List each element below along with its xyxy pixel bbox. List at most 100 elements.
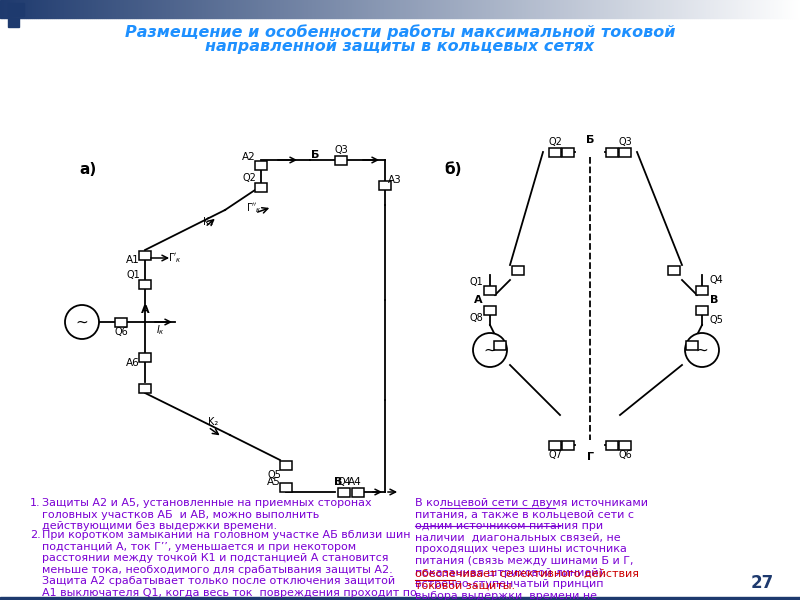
Text: Б: Б: [586, 135, 594, 145]
Bar: [255, 182, 267, 191]
Bar: [584, 0, 586, 18]
Bar: [368, 0, 370, 18]
Bar: [68, 0, 70, 18]
Bar: [554, 0, 556, 18]
Bar: [686, 0, 688, 18]
Bar: [22, 0, 24, 18]
Text: A6: A6: [126, 358, 140, 368]
Bar: [430, 0, 432, 18]
Bar: [400, 0, 402, 18]
Bar: [218, 0, 220, 18]
Bar: [228, 0, 230, 18]
Bar: [588, 0, 590, 18]
Bar: [379, 181, 391, 190]
Bar: [42, 0, 44, 18]
Bar: [374, 0, 376, 18]
Bar: [80, 0, 82, 18]
Bar: [244, 0, 246, 18]
Bar: [778, 0, 780, 18]
Bar: [550, 0, 552, 18]
Bar: [740, 0, 742, 18]
Bar: [664, 0, 666, 18]
Bar: [656, 0, 658, 18]
Bar: [610, 0, 612, 18]
Bar: [512, 0, 514, 18]
Bar: [206, 0, 208, 18]
Bar: [86, 0, 88, 18]
Bar: [704, 0, 706, 18]
Bar: [440, 0, 442, 18]
Bar: [402, 0, 404, 18]
Bar: [36, 0, 38, 18]
Bar: [608, 0, 610, 18]
Bar: [115, 317, 127, 326]
Bar: [598, 0, 600, 18]
Bar: [484, 305, 496, 314]
Bar: [549, 148, 561, 157]
Bar: [654, 0, 656, 18]
Bar: [782, 0, 784, 18]
Bar: [758, 0, 760, 18]
Bar: [360, 0, 362, 18]
Bar: [290, 0, 292, 18]
Bar: [208, 0, 210, 18]
Bar: [72, 0, 74, 18]
Bar: [335, 155, 347, 164]
Bar: [774, 0, 776, 18]
Bar: [338, 0, 340, 18]
Bar: [626, 0, 628, 18]
Bar: [255, 160, 267, 169]
Text: Q1: Q1: [469, 277, 483, 287]
Bar: [118, 0, 120, 18]
Bar: [212, 0, 214, 18]
Bar: [318, 0, 320, 18]
Bar: [730, 0, 732, 18]
Bar: [276, 0, 278, 18]
Bar: [500, 0, 502, 18]
Bar: [668, 0, 670, 18]
Bar: [130, 0, 132, 18]
Bar: [514, 0, 516, 18]
Bar: [52, 0, 54, 18]
Bar: [124, 0, 126, 18]
Bar: [619, 440, 631, 449]
Bar: [326, 0, 328, 18]
Bar: [442, 0, 444, 18]
Bar: [380, 0, 382, 18]
Bar: [139, 280, 151, 289]
Bar: [578, 0, 580, 18]
Bar: [572, 0, 574, 18]
Bar: [518, 0, 520, 18]
Bar: [744, 0, 746, 18]
Text: Размещение и особенности работы максимальной токовой: Размещение и особенности работы максимал…: [125, 24, 675, 40]
Bar: [232, 0, 234, 18]
Bar: [562, 440, 574, 449]
Bar: [56, 0, 58, 18]
Bar: [498, 0, 500, 18]
Bar: [154, 0, 156, 18]
Bar: [492, 0, 494, 18]
Bar: [568, 0, 570, 18]
Bar: [40, 0, 42, 18]
Bar: [690, 0, 692, 18]
Bar: [8, 18, 19, 27]
Bar: [364, 0, 366, 18]
Bar: [302, 0, 304, 18]
Bar: [410, 0, 412, 18]
Bar: [490, 0, 492, 18]
Text: Q4: Q4: [337, 477, 351, 487]
Bar: [106, 0, 108, 18]
Bar: [264, 0, 266, 18]
Bar: [92, 0, 94, 18]
Text: K₂: K₂: [208, 417, 218, 427]
Bar: [736, 0, 738, 18]
Bar: [606, 148, 618, 157]
Bar: [144, 0, 146, 18]
Bar: [590, 0, 592, 18]
Bar: [30, 0, 32, 18]
Bar: [696, 286, 708, 295]
Text: В кольцевой сети с двумя источниками
питания, а также в кольцевой сети с
одним и: В кольцевой сети с двумя источниками пит…: [415, 498, 648, 600]
Bar: [236, 0, 238, 18]
Bar: [794, 0, 796, 18]
Bar: [170, 0, 172, 18]
